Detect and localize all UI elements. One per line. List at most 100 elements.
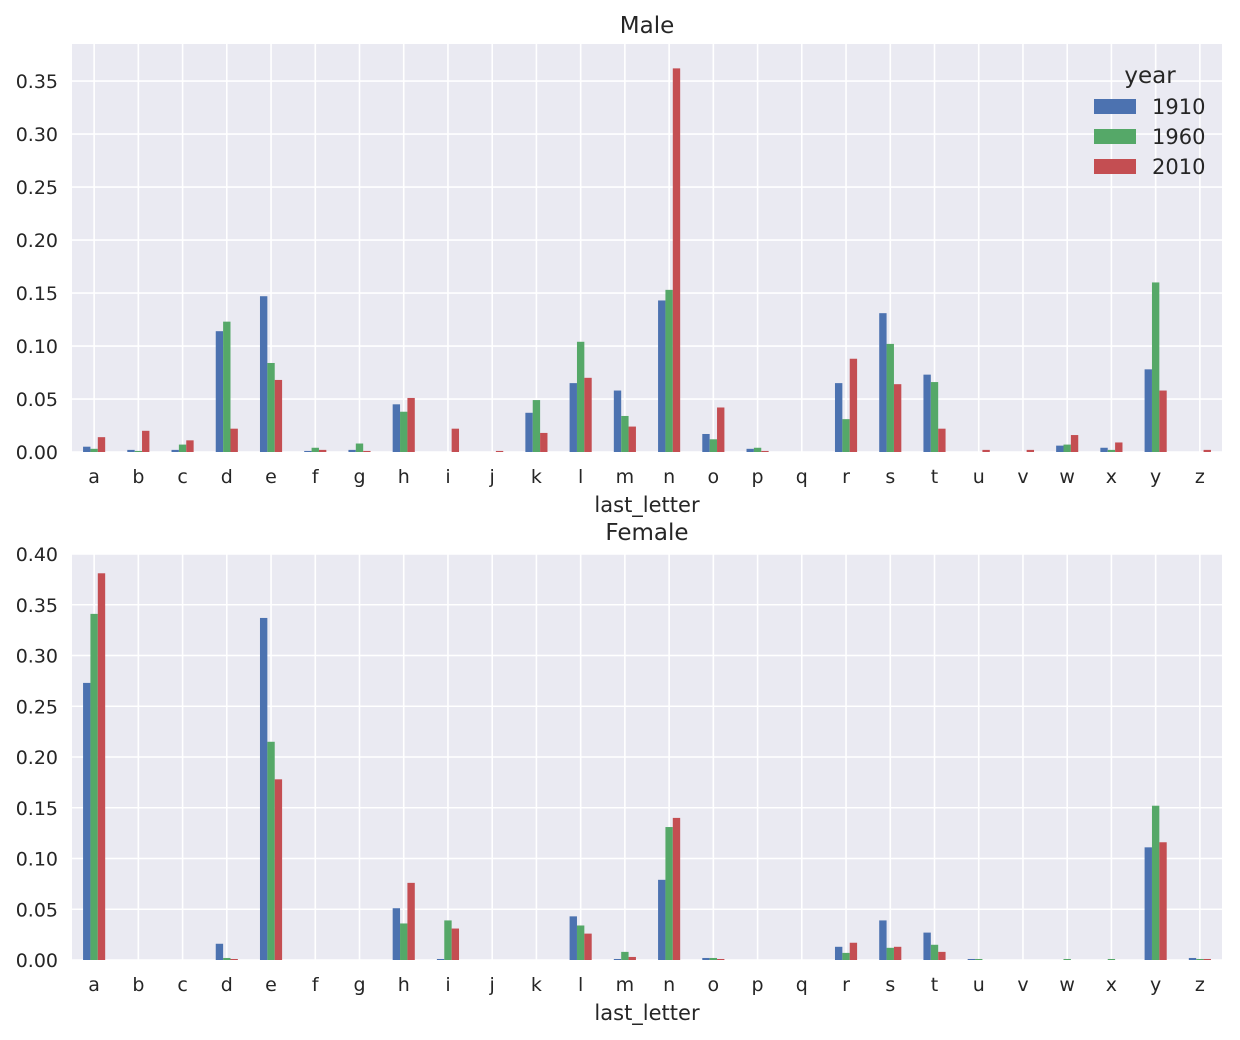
bar-1960-y <box>1151 805 1160 960</box>
bar-2010-t <box>938 951 946 960</box>
bar-2010-y <box>1159 390 1167 452</box>
bar-1960-r <box>842 419 850 452</box>
x-tick-label: x <box>1106 466 1117 488</box>
bar-1910-t <box>923 932 931 960</box>
bar-1910-h <box>392 908 401 960</box>
bar-2010-l <box>584 377 592 452</box>
chart-title: Female <box>605 520 688 546</box>
bar-1910-s <box>879 920 887 960</box>
bar-1910-w <box>1056 445 1064 452</box>
bar-2010-k <box>540 432 548 452</box>
legend-swatch-1960 <box>1094 129 1136 144</box>
bar-1910-p <box>746 448 754 452</box>
bar-2010-a <box>97 437 106 452</box>
bar-1960-o <box>709 439 718 452</box>
x-tick-label: i <box>445 974 450 996</box>
x-tick-label: f <box>312 466 320 488</box>
bar-1910-t <box>923 374 931 452</box>
bar-1960-g <box>355 443 364 452</box>
bar-1910-r <box>834 946 843 960</box>
legend-label-2010: 2010 <box>1152 155 1205 179</box>
bar-1910-h <box>392 404 401 452</box>
bar-2010-w <box>1070 435 1079 452</box>
bar-2010-m <box>628 426 636 452</box>
bar-2010-r <box>849 942 858 960</box>
bar-2010-z <box>1203 958 1211 960</box>
bar-1910-z <box>1188 957 1197 960</box>
y-tick-label: 0.15 <box>16 798 58 820</box>
y-tick-label: 0.10 <box>16 336 58 358</box>
x-tick-label: l <box>578 466 583 488</box>
legend-title: year <box>1124 63 1176 89</box>
bar-1910-d <box>215 943 224 960</box>
y-tick-label: 0.20 <box>16 230 58 252</box>
bar-2010-n <box>672 817 681 960</box>
x-tick-label: g <box>353 466 365 488</box>
x-tick-label: j <box>489 466 495 488</box>
bar-1960-l <box>576 341 585 452</box>
bar-1910-y <box>1144 369 1152 452</box>
bar-2010-z <box>1203 449 1211 452</box>
bar-1910-k <box>525 412 533 452</box>
x-tick-label: d <box>221 466 233 488</box>
x-tick-label: j <box>489 974 495 996</box>
bar-1910-o <box>702 433 710 452</box>
bar-2010-d <box>230 958 238 960</box>
bar-1910-g <box>348 449 356 452</box>
x-tick-label: m <box>616 974 635 996</box>
bar-1960-h <box>400 411 408 452</box>
bar-1910-e <box>259 296 268 452</box>
x-tick-label: k <box>531 974 542 996</box>
bar-1960-w <box>1063 958 1071 960</box>
bar-1960-e <box>267 741 275 960</box>
x-axis-label: last_letter <box>594 493 700 518</box>
y-tick-label: 0.25 <box>16 177 58 199</box>
bar-2010-y <box>1159 842 1167 960</box>
y-tick-label: 0.05 <box>16 389 58 411</box>
bar-2010-h <box>407 397 415 452</box>
bar-2010-e <box>274 379 283 452</box>
x-tick-label: r <box>842 466 850 488</box>
x-tick-label: h <box>398 466 410 488</box>
x-tick-label: b <box>132 466 144 488</box>
x-tick-label: y <box>1150 974 1161 996</box>
y-tick-label: 0.10 <box>16 849 58 871</box>
bar-1910-e <box>259 617 268 960</box>
bar-1910-s <box>879 313 887 452</box>
x-tick-label: z <box>1195 466 1205 488</box>
bar-2010-i <box>451 928 460 960</box>
x-tick-label: t <box>931 974 938 996</box>
bar-1960-z <box>1196 958 1204 960</box>
x-tick-label: v <box>1017 974 1028 996</box>
bar-2010-b <box>142 430 150 452</box>
bar-1960-k <box>532 400 541 452</box>
bar-1910-a <box>83 446 91 452</box>
bar-2010-x <box>1115 442 1123 452</box>
bar-1960-i <box>444 920 452 960</box>
legend-swatch-1910 <box>1094 99 1136 114</box>
bar-1960-y <box>1151 282 1160 452</box>
bar-1910-b <box>127 449 135 452</box>
bar-1960-n <box>665 827 673 960</box>
bar-2010-j <box>495 450 504 452</box>
bar-1960-s <box>886 947 894 960</box>
y-tick-label: 0.35 <box>16 595 58 617</box>
bar-1910-r <box>834 383 843 452</box>
x-tick-label: l <box>578 974 583 996</box>
x-tick-label: d <box>221 974 233 996</box>
chart-title: Male <box>620 13 674 39</box>
x-tick-label: i <box>445 466 450 488</box>
y-tick-label: 0.00 <box>16 950 58 972</box>
legend-label-1910: 1910 <box>1152 95 1205 119</box>
bar-1960-d <box>223 321 231 452</box>
x-tick-label: q <box>796 974 808 996</box>
bar-2010-t <box>938 428 946 452</box>
x-tick-label: e <box>265 466 277 488</box>
x-tick-label: w <box>1059 466 1075 488</box>
bar-1960-r <box>842 952 850 960</box>
bar-2010-r <box>849 358 858 452</box>
bar-1960-t <box>930 944 939 960</box>
x-tick-label: c <box>177 466 187 488</box>
x-tick-label: k <box>531 466 542 488</box>
